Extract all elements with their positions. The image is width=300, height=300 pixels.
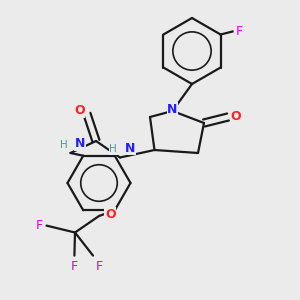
Text: F: F [71,260,78,273]
Text: N: N [124,142,135,154]
Text: F: F [236,25,243,38]
Text: O: O [105,208,116,221]
Text: O: O [74,104,85,118]
Text: N: N [167,103,178,116]
Text: F: F [96,260,103,273]
Text: F: F [36,219,43,232]
Text: H: H [60,140,68,150]
Text: N: N [75,137,86,150]
Text: O: O [230,110,241,124]
Text: H: H [109,145,117,154]
